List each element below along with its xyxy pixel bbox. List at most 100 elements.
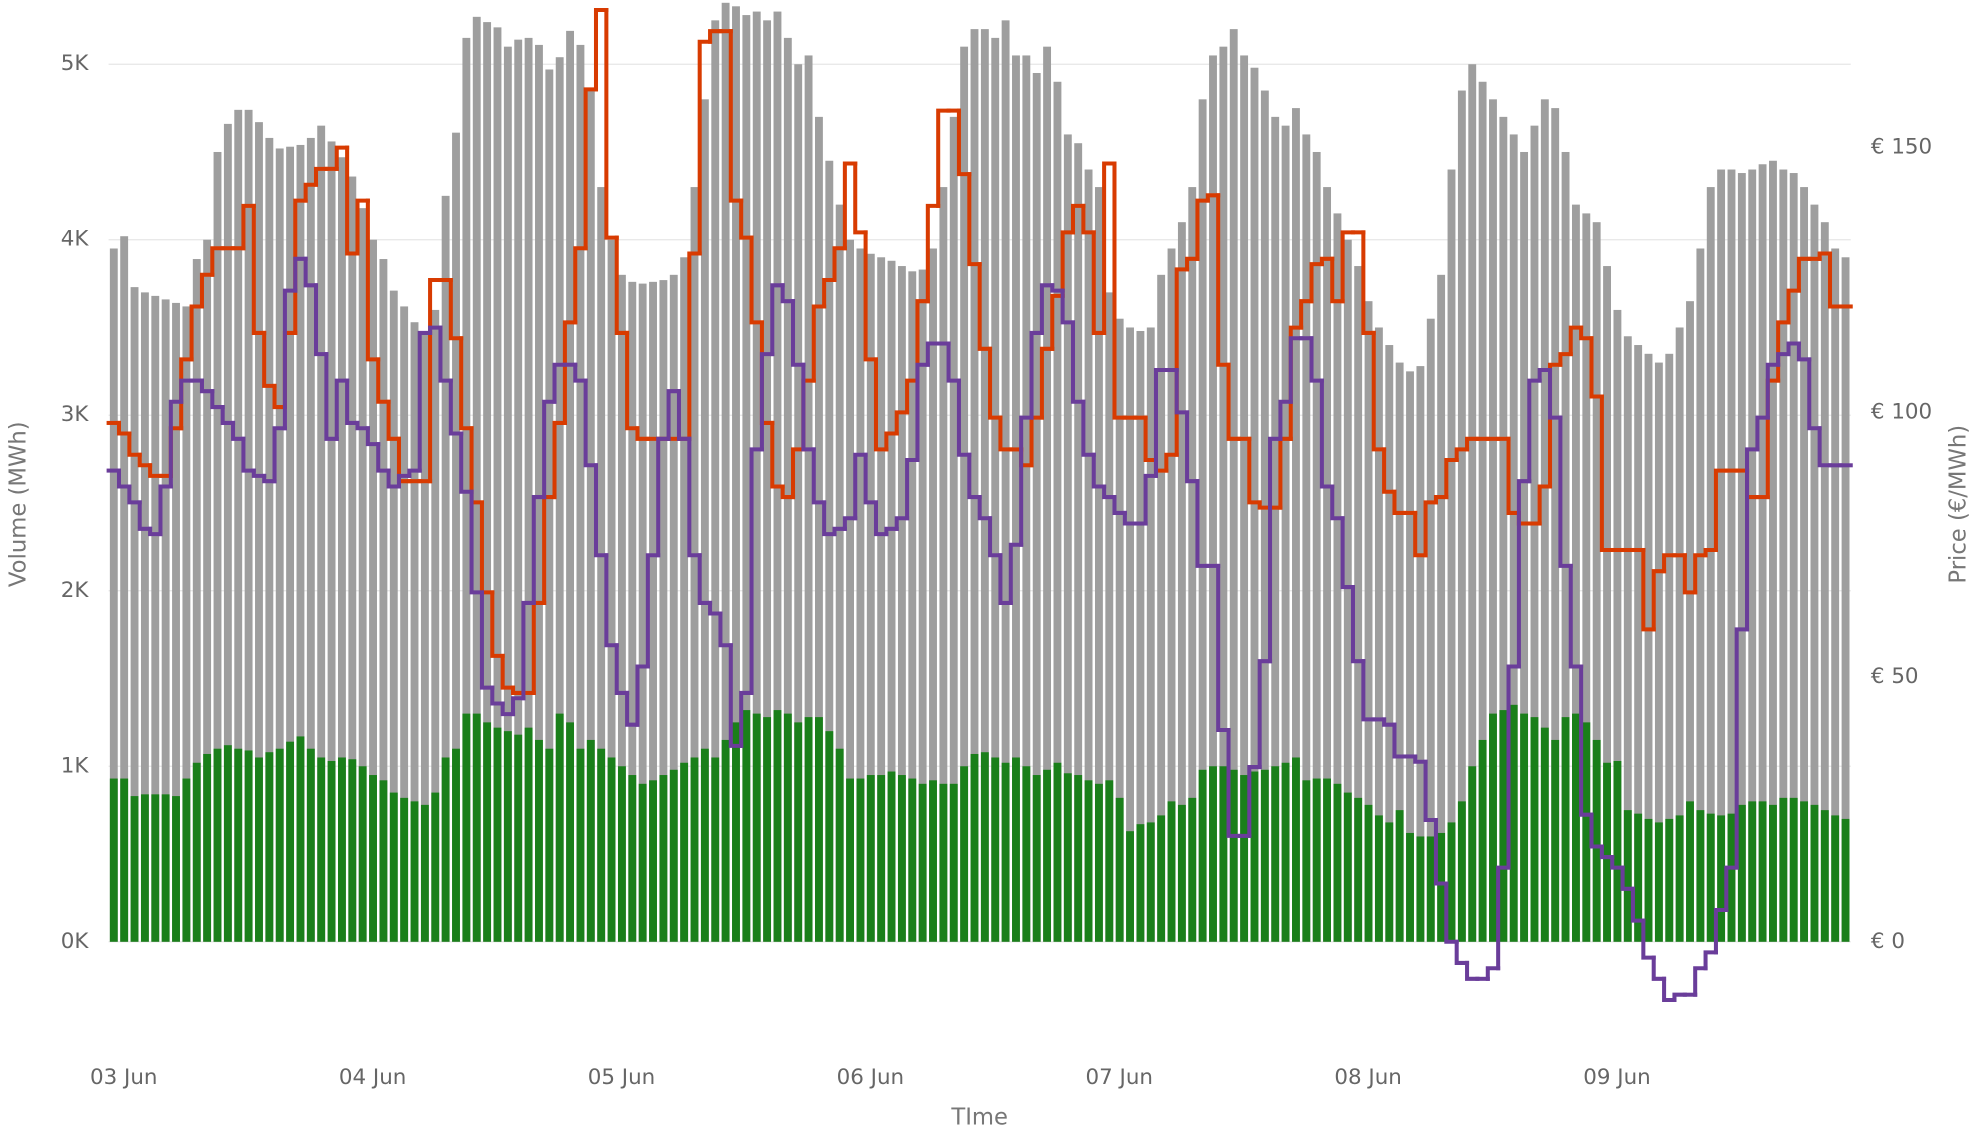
bar xyxy=(1063,773,1072,942)
price-step xyxy=(645,553,661,669)
price-step xyxy=(334,378,350,441)
bar xyxy=(400,797,409,942)
price-step xyxy=(1547,362,1563,489)
price-step xyxy=(521,600,536,701)
price-step xyxy=(583,87,599,251)
price-step xyxy=(158,484,173,537)
bar xyxy=(1001,762,1010,942)
bar xyxy=(742,710,751,942)
bar xyxy=(846,778,854,942)
bar xyxy=(1457,801,1466,942)
bar xyxy=(1561,717,1570,942)
price-step xyxy=(116,420,132,436)
price-step xyxy=(656,436,671,558)
bar xyxy=(929,248,937,942)
bar xyxy=(1831,815,1840,942)
bar xyxy=(327,760,336,942)
bar xyxy=(680,762,689,942)
bar xyxy=(1074,143,1083,942)
bar xyxy=(1841,818,1850,942)
price-step xyxy=(1786,341,1801,357)
price-step xyxy=(552,362,567,404)
price-step xyxy=(604,553,619,648)
bar xyxy=(503,46,512,942)
price-step xyxy=(1558,415,1573,568)
price-step xyxy=(977,495,993,521)
price-step xyxy=(1081,203,1096,235)
bar xyxy=(514,39,523,942)
bar xyxy=(1789,797,1798,942)
price-step xyxy=(1361,230,1376,335)
bar xyxy=(483,22,492,942)
bar xyxy=(1406,371,1414,942)
bar xyxy=(213,748,222,942)
bar xyxy=(1157,815,1166,942)
bar xyxy=(503,731,512,942)
price-step xyxy=(179,357,194,431)
price-step xyxy=(1568,563,1584,669)
price-step xyxy=(1662,976,1677,1003)
price-step xyxy=(635,664,650,727)
bar xyxy=(1105,292,1114,942)
bar xyxy=(732,6,740,942)
bar xyxy=(949,116,958,942)
bar xyxy=(1374,815,1383,942)
bar xyxy=(1229,769,1238,942)
bar xyxy=(1758,164,1767,942)
price-step xyxy=(137,452,153,468)
bar xyxy=(794,722,803,942)
x-tick-label: 05 Jun xyxy=(588,1065,656,1090)
y-axis-title: Volume (MWh) xyxy=(6,421,32,587)
price-step xyxy=(1195,198,1210,261)
price-step xyxy=(1226,362,1241,441)
bar xyxy=(182,306,191,942)
bar xyxy=(1634,813,1643,942)
bar xyxy=(1540,99,1549,942)
bar xyxy=(192,259,201,942)
bar xyxy=(1468,64,1477,942)
bar xyxy=(897,266,906,942)
bar xyxy=(389,290,398,942)
bar xyxy=(752,11,761,942)
price-step xyxy=(1268,436,1283,664)
bar xyxy=(1582,722,1591,942)
bar xyxy=(732,722,740,942)
x-tick-label: 04 Jun xyxy=(339,1065,407,1090)
bar xyxy=(628,281,637,942)
bar xyxy=(649,281,657,942)
price-step xyxy=(179,378,194,404)
bar xyxy=(379,259,388,942)
price-step xyxy=(759,352,775,452)
bar xyxy=(659,775,668,942)
bar xyxy=(1447,169,1456,942)
price-step xyxy=(1547,367,1563,420)
bar xyxy=(1281,762,1290,942)
bar xyxy=(1032,72,1041,942)
bar xyxy=(1561,151,1570,942)
bar xyxy=(1167,248,1176,942)
bar xyxy=(130,287,139,942)
y2-axis-title: Price (€/MWh) xyxy=(1946,425,1972,584)
bar xyxy=(1748,801,1757,942)
bar xyxy=(970,753,979,942)
price-step xyxy=(1568,325,1584,357)
bar xyxy=(804,717,813,942)
bar xyxy=(483,722,492,942)
price-step xyxy=(562,320,578,425)
bar xyxy=(1001,20,1010,942)
bar xyxy=(1167,801,1176,942)
bar xyxy=(203,753,212,942)
y2-tick-label: € 100 xyxy=(1871,399,1932,424)
bar xyxy=(970,29,979,942)
bar xyxy=(1063,134,1072,942)
bar xyxy=(949,783,958,942)
bar xyxy=(804,55,813,942)
price-step xyxy=(842,516,858,531)
price-step xyxy=(500,701,516,717)
y-tick-label: 0K xyxy=(61,929,90,954)
price-step xyxy=(345,378,360,425)
bar xyxy=(929,780,937,942)
bar xyxy=(1769,160,1777,942)
price-step xyxy=(697,39,713,256)
